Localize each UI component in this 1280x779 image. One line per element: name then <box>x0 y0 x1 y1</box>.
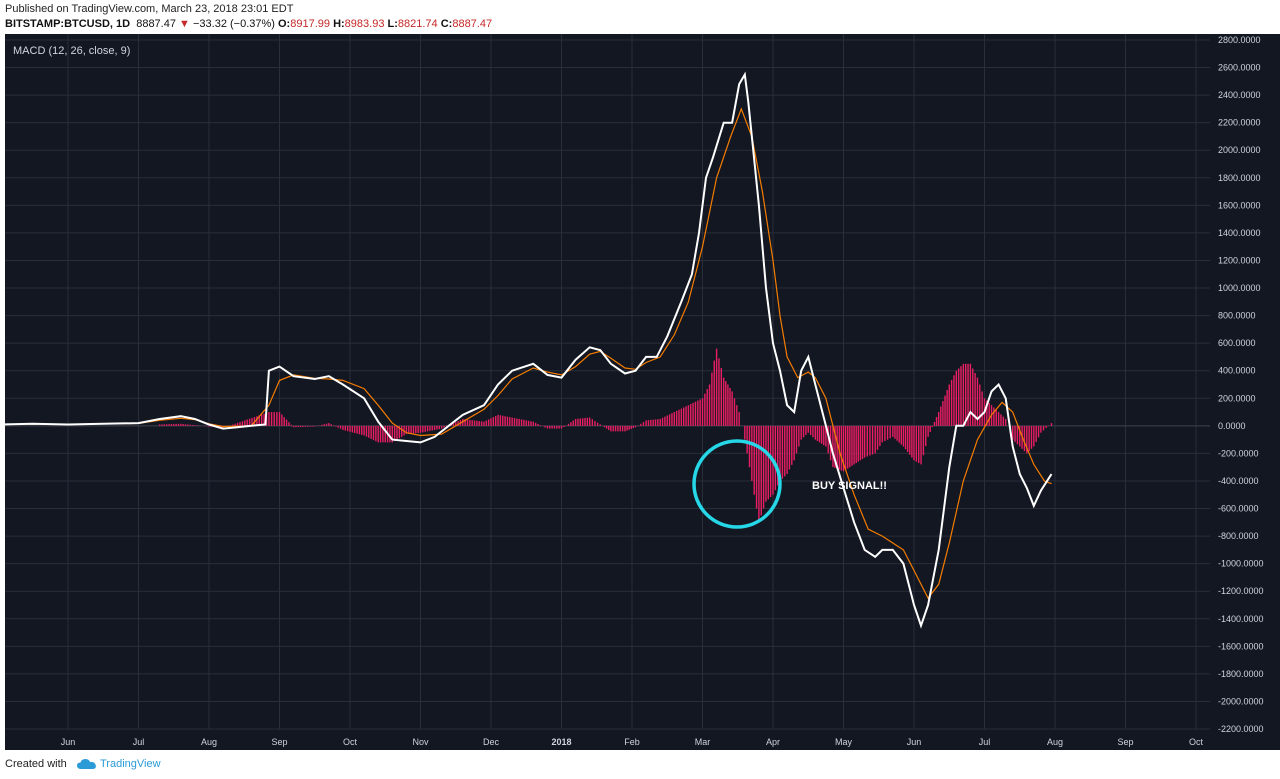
x-tick-label: Aug <box>201 737 217 747</box>
signal-line <box>0 107 1052 600</box>
y-tick-label: -400.0000 <box>1218 476 1259 486</box>
high-label: H: <box>333 18 345 30</box>
created-with-text: Created with <box>5 758 67 770</box>
open-label: O: <box>278 18 291 30</box>
x-tick-label: Mar <box>695 737 711 747</box>
y-tick-label: -2200.0000 <box>1218 724 1264 734</box>
x-tick-label: Nov <box>412 737 429 747</box>
histogram <box>158 348 1053 523</box>
low-label: L: <box>387 18 398 30</box>
x-tick-label: Sep <box>1117 737 1133 747</box>
y-tick-label: -1800.0000 <box>1218 669 1264 679</box>
y-tick-label: 1200.0000 <box>1218 255 1261 265</box>
y-tick-label: -1200.0000 <box>1218 586 1264 596</box>
y-tick-label: 800.0000 <box>1218 311 1256 321</box>
x-tick-label: Feb <box>624 737 640 747</box>
open-value: 8917.99 <box>290 18 330 30</box>
y-tick-label: 400.0000 <box>1218 366 1256 376</box>
y-tick-label: 2400.0000 <box>1218 90 1261 100</box>
y-tick-label: 2200.0000 <box>1218 118 1261 128</box>
x-tick-label: Aug <box>1047 737 1063 747</box>
y-tick-label: -2000.0000 <box>1218 696 1264 706</box>
last-price: 8887.47 <box>136 18 176 30</box>
y-tick-label: 1400.0000 <box>1218 228 1261 238</box>
y-tick-label: 200.0000 <box>1218 393 1256 403</box>
y-tick-label: 600.0000 <box>1218 338 1256 348</box>
symbol[interactable]: BITSTAMP:BTCUSD, 1D <box>5 18 131 30</box>
x-tick-label: Jul <box>133 737 145 747</box>
x-tick-label: May <box>835 737 853 747</box>
y-tick-label: 0.0000 <box>1218 421 1246 431</box>
y-tick-label: -800.0000 <box>1218 531 1259 541</box>
indicator-title: MACD (12, 26, close, 9) <box>13 45 130 57</box>
x-tick-label: Dec <box>483 737 500 747</box>
x-tick-label: Jun <box>61 737 76 747</box>
tradingview-cloud-icon <box>77 759 96 769</box>
y-tick-label: -1400.0000 <box>1218 614 1264 624</box>
x-tick-label: Apr <box>766 737 780 747</box>
y-tick-label: 1600.0000 <box>1218 200 1261 210</box>
published-line: Published on TradingView.com, March 23, … <box>5 3 294 15</box>
grid <box>5 34 1210 730</box>
price-axis-background <box>1210 34 1280 729</box>
chart-footer: Created with TradingView <box>0 750 1280 779</box>
y-tick-label: 2800.0000 <box>1218 35 1261 45</box>
y-tick-label: -1000.0000 <box>1218 559 1264 569</box>
price-change: −33.32 (−0.37%) <box>192 18 275 30</box>
down-arrow-icon: ▼ <box>179 18 190 30</box>
buy-signal-circle <box>692 439 782 529</box>
chart-header: Published on TradingView.com, March 23, … <box>0 0 1280 34</box>
y-tick-label: -1600.0000 <box>1218 641 1264 651</box>
close-label: C: <box>440 18 453 30</box>
y-tick-label: 1800.0000 <box>1218 173 1261 183</box>
close-value: 8887.47 <box>452 18 493 30</box>
y-tick-label: 2000.0000 <box>1218 145 1261 155</box>
low-value: 8821.74 <box>397 18 438 30</box>
x-tick-label: Oct <box>1189 737 1204 747</box>
buy-signal-label: BUY SIGNAL!! <box>812 480 887 492</box>
macd-line <box>0 71 1053 629</box>
time-axis: Jun Jul Aug Sep Oct Nov Dec 2018 Feb Mar Apr May Jun… <box>61 737 1204 747</box>
y-tick-label: -600.0000 <box>1218 504 1259 514</box>
x-tick-label: Sep <box>271 737 287 747</box>
tradingview-brand[interactable]: TradingView <box>100 758 161 770</box>
x-tick-label: Oct <box>343 737 358 747</box>
price-axis: 2800.0000 2600.0000 2400.0000 2200.0000 2000… <box>1218 35 1264 734</box>
x-tick-label: Jul <box>979 737 991 747</box>
x-tick-label: 2018 <box>551 737 571 747</box>
plot-background <box>5 34 1210 729</box>
y-tick-label: 1000.0000 <box>1218 283 1261 293</box>
ticker-line: BITSTAMP:BTCUSD, 1D 8887.47 ▼ −33.32 (−0… <box>5 18 492 30</box>
macd-chart[interactable]: BUY SIGNAL!! MACD (12, 26, close, 9) 280… <box>0 34 1280 750</box>
high-value: 8983.93 <box>344 18 385 30</box>
y-tick-label: 2600.0000 <box>1218 63 1261 73</box>
y-tick-label: -200.0000 <box>1218 448 1259 458</box>
time-axis-background <box>5 729 1280 750</box>
x-tick-label: Jun <box>907 737 922 747</box>
